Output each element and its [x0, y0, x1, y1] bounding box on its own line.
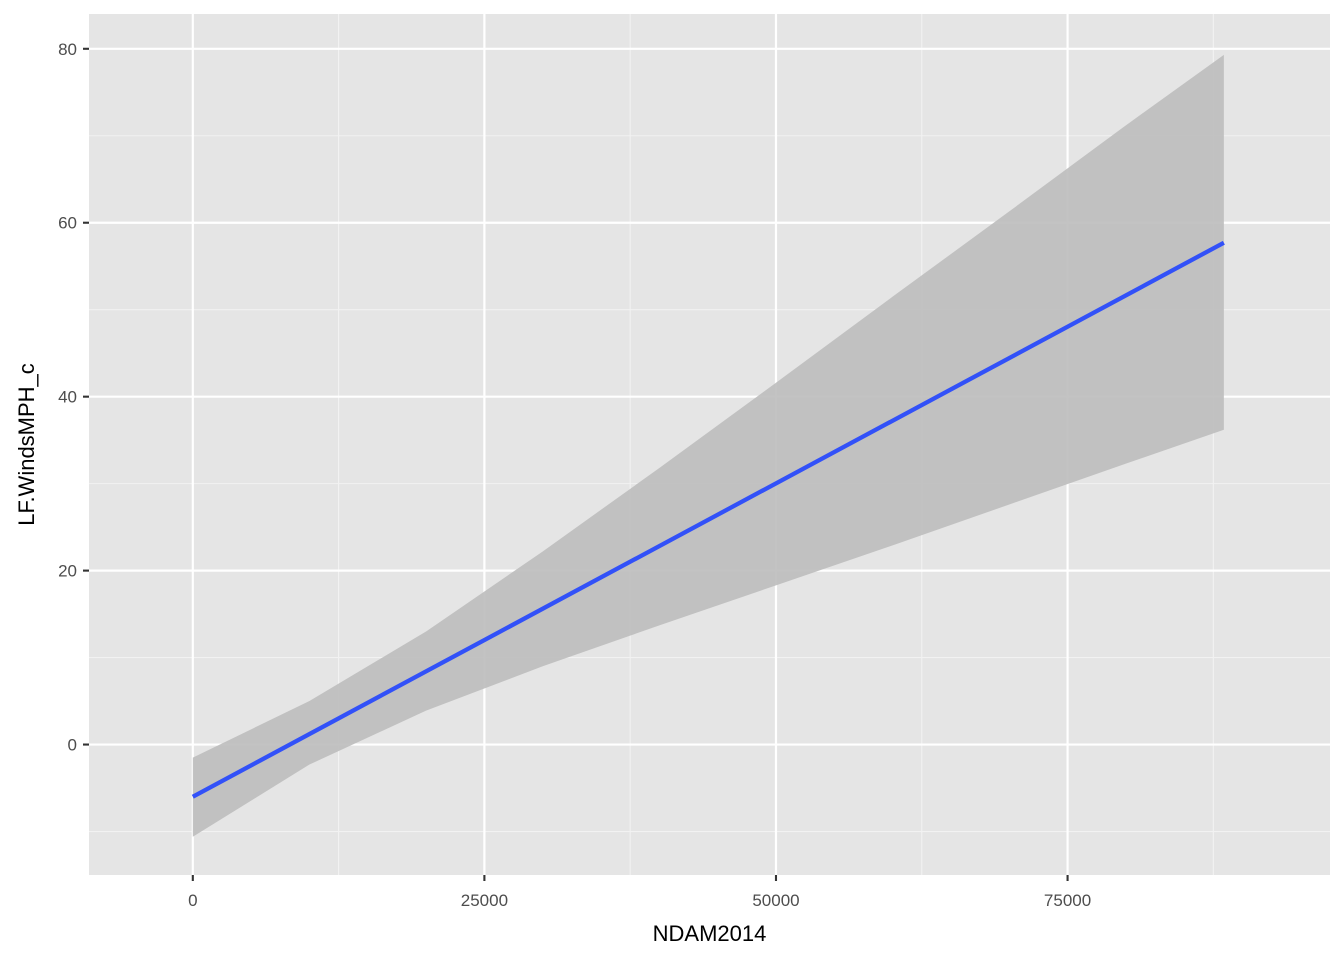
- y-tick-label: 60: [58, 214, 77, 233]
- y-axis-title: LF.WindsMPH_c: [14, 363, 39, 526]
- x-tick-label: 25000: [461, 891, 508, 910]
- x-axis: 0 25000 50000 75000: [188, 875, 1091, 910]
- x-tick-label: 75000: [1044, 891, 1091, 910]
- x-axis-title: NDAM2014: [653, 921, 767, 946]
- y-tick-label: 80: [58, 40, 77, 59]
- y-axis: 0 20 40 60 80: [58, 40, 89, 755]
- x-tick-label: 0: [188, 891, 197, 910]
- y-tick-label: 40: [58, 388, 77, 407]
- series-layer: [191, 240, 1225, 799]
- confidence-band: [192, 54, 1224, 837]
- y-tick-label: 0: [68, 736, 77, 755]
- y-tick-label: 20: [58, 562, 77, 581]
- fit-line: [191, 240, 1225, 799]
- x-tick-label: 50000: [752, 891, 799, 910]
